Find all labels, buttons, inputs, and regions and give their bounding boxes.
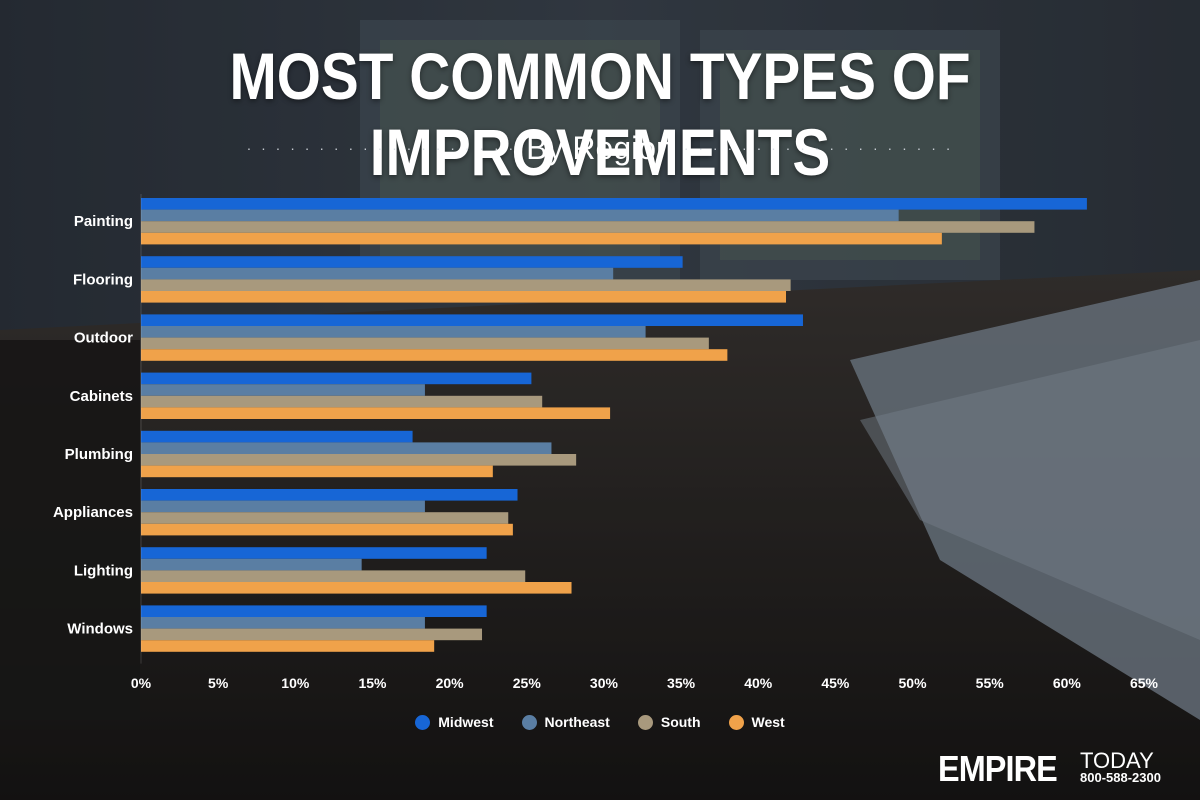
legend-item-northeast: Northeast: [521, 714, 610, 730]
bar-plumbing-south: [141, 454, 577, 466]
brand-logo: EMPIRE TODAY 800-588-2300: [938, 748, 1178, 789]
legend-label-west: West: [751, 714, 785, 730]
x-tick-label: 30%: [590, 675, 619, 691]
legend-swatch-northeast: [521, 714, 537, 730]
bar-windows-northeast: [141, 617, 425, 629]
bar-cabinets-midwest: [141, 372, 532, 385]
bar-appliances-west: [141, 523, 513, 536]
legend-swatch-west: [728, 714, 744, 730]
bar-flooring-midwest: [141, 256, 683, 268]
brand-suffix: TODAY: [1080, 748, 1154, 773]
bar-lighting-midwest: [141, 547, 487, 559]
bar-painting-south: [141, 221, 1035, 233]
brand-phone: 800-588-2300: [1080, 770, 1161, 785]
category-label-outdoor: Outdoor: [74, 330, 133, 347]
bar-plumbing-midwest: [141, 430, 413, 443]
bar-appliances-midwest: [141, 489, 518, 501]
x-tick-label: 45%: [821, 675, 850, 691]
bar-windows-midwest: [141, 605, 487, 617]
bar-cabinets-west: [141, 407, 611, 419]
category-label-lighting: Lighting: [74, 562, 133, 579]
legend-swatch-south: [637, 714, 653, 730]
bar-outdoor-south: [141, 337, 709, 350]
right-dotted-divider: · · · · · · · · · · · · · · · · · · ·: [683, 140, 954, 156]
bar-lighting-northeast: [141, 558, 362, 571]
chart-subtitle: By Region: [526, 129, 674, 166]
category-label-plumbing: Plumbing: [65, 446, 133, 463]
legend-item-south: South: [637, 714, 701, 730]
bar-painting-west: [141, 232, 942, 245]
bar-appliances-northeast: [141, 500, 425, 513]
x-tick-label: 50%: [899, 675, 928, 691]
x-tick-label: 40%: [744, 675, 773, 691]
bar-lighting-west: [141, 582, 572, 594]
bar-plumbing-northeast: [141, 442, 552, 454]
legend-label-midwest: Midwest: [438, 714, 494, 730]
x-tick-label: 0%: [131, 675, 152, 691]
chart-title: MOST COMMON TYPES OF IMPROVEMENTS: [229, 39, 971, 189]
bar-cabinets-south: [141, 395, 543, 408]
x-tick-label: 35%: [667, 675, 696, 691]
bar-cabinets-northeast: [141, 384, 425, 396]
legend-swatch-midwest: [415, 714, 431, 730]
bar-appliances-south: [141, 512, 509, 524]
left-dotted-divider: · · · · · · · · · · · · · · · · · · ·: [246, 140, 517, 156]
subtitle-row: · · · · · · · · · · · · · · · · · · · By…: [0, 128, 1200, 168]
x-tick-label: 20%: [436, 675, 465, 691]
bar-flooring-west: [141, 291, 787, 303]
legend-label-south: South: [660, 714, 701, 730]
category-label-appliances: Appliances: [53, 504, 133, 521]
x-tick-label: 25%: [513, 675, 542, 691]
bar-flooring-south: [141, 279, 791, 291]
bar-windows-south: [141, 628, 483, 641]
x-tick-label: 10%: [281, 675, 310, 691]
category-label-cabinets: Cabinets: [70, 388, 133, 405]
bar-painting-midwest: [141, 198, 1087, 210]
legend-item-west: West: [728, 714, 785, 730]
bar-outdoor-west: [141, 349, 728, 361]
x-tick-label: 60%: [1053, 675, 1082, 691]
bar-flooring-northeast: [141, 267, 614, 280]
bar-lighting-south: [141, 570, 526, 582]
category-label-flooring: Flooring: [73, 271, 133, 288]
legend-item-midwest: Midwest: [415, 714, 494, 730]
bar-windows-west: [141, 640, 435, 652]
x-tick-label: 55%: [976, 675, 1005, 691]
brand-name: EMPIRE: [938, 748, 1058, 789]
chart-legend: Midwest Northeast South West: [0, 710, 1200, 734]
bar-painting-northeast: [141, 209, 899, 222]
bar-plumbing-west: [141, 465, 493, 478]
bar-outdoor-northeast: [141, 326, 646, 338]
category-label-painting: Painting: [74, 213, 133, 230]
category-label-windows: Windows: [67, 621, 133, 638]
x-tick-label: 15%: [358, 675, 387, 691]
legend-label-northeast: Northeast: [544, 714, 610, 730]
bar-outdoor-midwest: [141, 314, 803, 326]
x-tick-label: 65%: [1130, 675, 1159, 691]
x-tick-label: 5%: [208, 675, 229, 691]
